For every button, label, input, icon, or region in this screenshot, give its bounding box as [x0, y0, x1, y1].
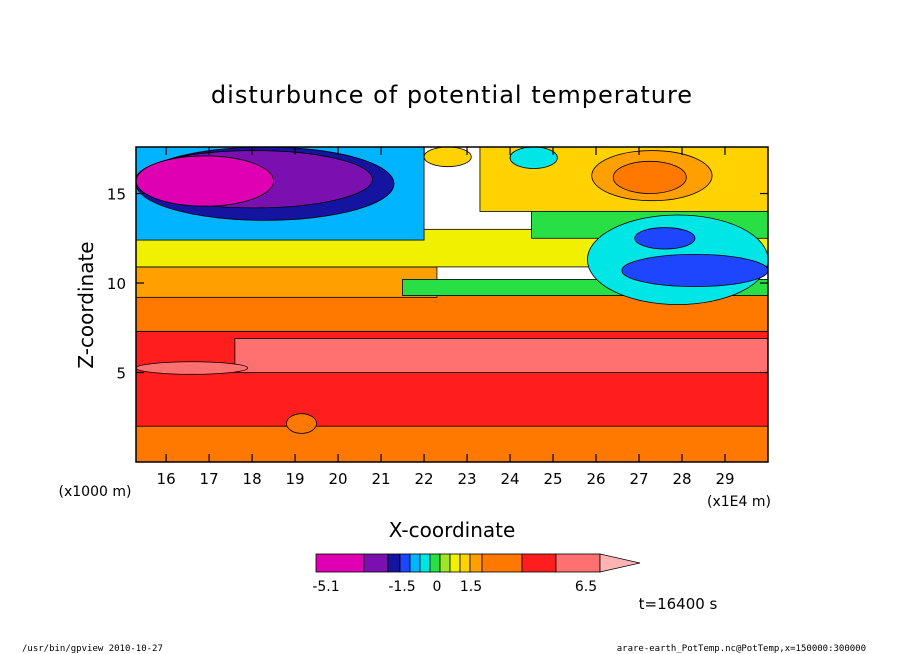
contour-region-2	[234, 338, 768, 373]
colorbar-label: -5.1	[312, 579, 339, 595]
colorbar-swatch	[419, 553, 431, 573]
plot-area	[135, 146, 769, 463]
x-tick-label: 21	[372, 470, 391, 488]
contour-region-21	[136, 361, 249, 375]
contour-region-17	[612, 160, 687, 194]
colorbar-swatch	[429, 553, 441, 573]
colorbar-swatch	[409, 553, 421, 573]
y-unit-label: (x1000 m)	[59, 484, 132, 500]
contour-region-14	[136, 155, 274, 207]
colorbar-swatch	[459, 553, 471, 573]
contour-region-9	[621, 253, 768, 287]
colorbar-swatch	[449, 553, 461, 573]
colorbar-label: 0	[433, 579, 442, 595]
x-axis: 16 17 18 19 20 21 22 23 24 25 26 27 28 29	[157, 147, 735, 488]
x-tick-label: 28	[672, 470, 691, 488]
contour-fill-layer	[136, 147, 768, 462]
contour-region-19	[509, 147, 558, 169]
colorbar-swatch	[555, 553, 601, 573]
colorbar-swatch	[439, 553, 451, 573]
x-tick-label: 25	[543, 470, 562, 488]
chart-title: disturbunce of potential temperature	[211, 81, 693, 109]
x-tick-label: 23	[458, 470, 477, 488]
y-tick-label: 5	[116, 365, 126, 383]
x-tick-label: 22	[415, 470, 434, 488]
time-label: t=16400 s	[639, 595, 718, 613]
colorbar-swatch	[399, 553, 411, 573]
x-tick-label: 18	[243, 470, 262, 488]
x-tick-label: 19	[286, 470, 305, 488]
colorbar-swatch	[363, 553, 389, 573]
y-tick-label: 15	[107, 186, 126, 204]
contour-region-10	[634, 227, 696, 250]
contour-region-18	[423, 147, 472, 168]
footer-left: /usr/bin/gpview 2010-10-27	[22, 644, 163, 654]
x-unit-label: (x1E4 m)	[707, 494, 771, 510]
x-tick-label: 29	[715, 470, 734, 488]
contour-region-4	[136, 266, 438, 298]
plot-frame	[135, 146, 769, 463]
y-axis-label: Z-coordinate	[74, 241, 98, 368]
colorbar-extension	[599, 553, 641, 573]
y-tick-label: 10	[107, 275, 126, 293]
colorbar-label: -1.5	[388, 579, 415, 595]
x-tick-label: 16	[157, 470, 176, 488]
y-axis: 5 10 15	[107, 186, 768, 383]
colorbar-swatch	[521, 553, 557, 573]
footer-right: arare-earth_PotTemp.nc@PotTemp,x=150000:…	[617, 644, 866, 654]
colorbar: -5.1 -1.5 0 1.5 6.5	[312, 553, 641, 595]
x-axis-label: X-coordinate	[389, 518, 516, 542]
colorbar-label: 1.5	[460, 579, 482, 595]
colorbar-swatch	[469, 553, 483, 573]
colorbar-swatch	[387, 553, 401, 573]
colorbar-label: 6.5	[575, 579, 597, 595]
colorbar-swatch	[315, 553, 365, 573]
x-tick-label: 24	[500, 470, 519, 488]
x-tick-label: 17	[200, 470, 219, 488]
x-tick-label: 26	[586, 470, 605, 488]
x-tick-label: 20	[329, 470, 348, 488]
x-tick-label: 27	[629, 470, 648, 488]
colorbar-swatch	[481, 553, 523, 573]
contour-region-20	[286, 413, 317, 434]
